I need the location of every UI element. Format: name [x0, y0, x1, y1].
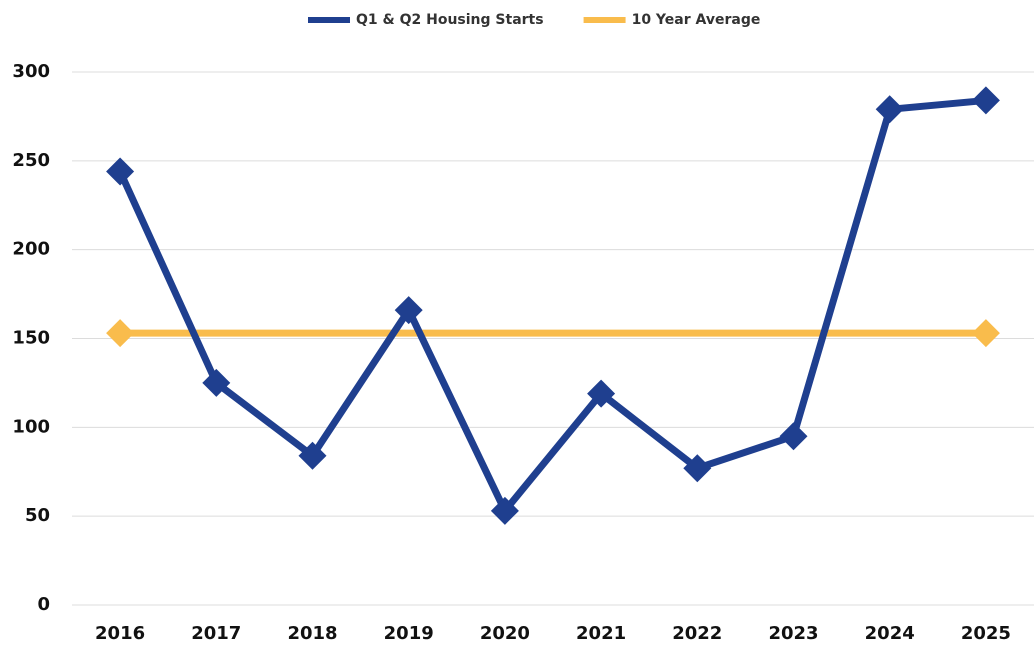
marker: [779, 422, 808, 451]
x-tick-label: 2016: [95, 623, 145, 644]
y-tick-label: 150: [12, 328, 50, 349]
marker: [971, 86, 1000, 115]
x-tick-label: 2017: [191, 623, 241, 644]
x-tick-label: 2023: [768, 623, 818, 644]
x-tick-label: 2019: [384, 623, 434, 644]
y-tick-label: 250: [12, 150, 50, 171]
x-tick-label: 2022: [672, 623, 722, 644]
x-tick-label: 2020: [480, 623, 530, 644]
x-tick-label: 2025: [961, 623, 1011, 644]
marker: [587, 379, 616, 408]
marker: [394, 296, 423, 325]
x-tick-label: 2021: [576, 623, 626, 644]
y-tick-label: 200: [12, 239, 50, 260]
marker: [202, 368, 231, 397]
marker: [298, 441, 327, 470]
line: [116, 96, 987, 515]
marker: [490, 496, 519, 525]
y-tick-label: 300: [12, 61, 50, 82]
y-tick-label: 100: [12, 416, 50, 437]
marker: [106, 157, 135, 186]
marker: [971, 319, 1000, 348]
marker: [106, 319, 135, 348]
y-tick-label: 50: [25, 505, 50, 526]
marker: [875, 95, 904, 124]
legend-label: Q1 & Q2 Housing Starts: [356, 12, 544, 28]
marker: [683, 454, 712, 483]
x-tick-label: 2018: [287, 623, 337, 644]
x-tick-label: 2024: [865, 623, 915, 644]
legend-label: 10 Year Average: [632, 12, 761, 28]
y-tick-label: 0: [37, 594, 50, 615]
